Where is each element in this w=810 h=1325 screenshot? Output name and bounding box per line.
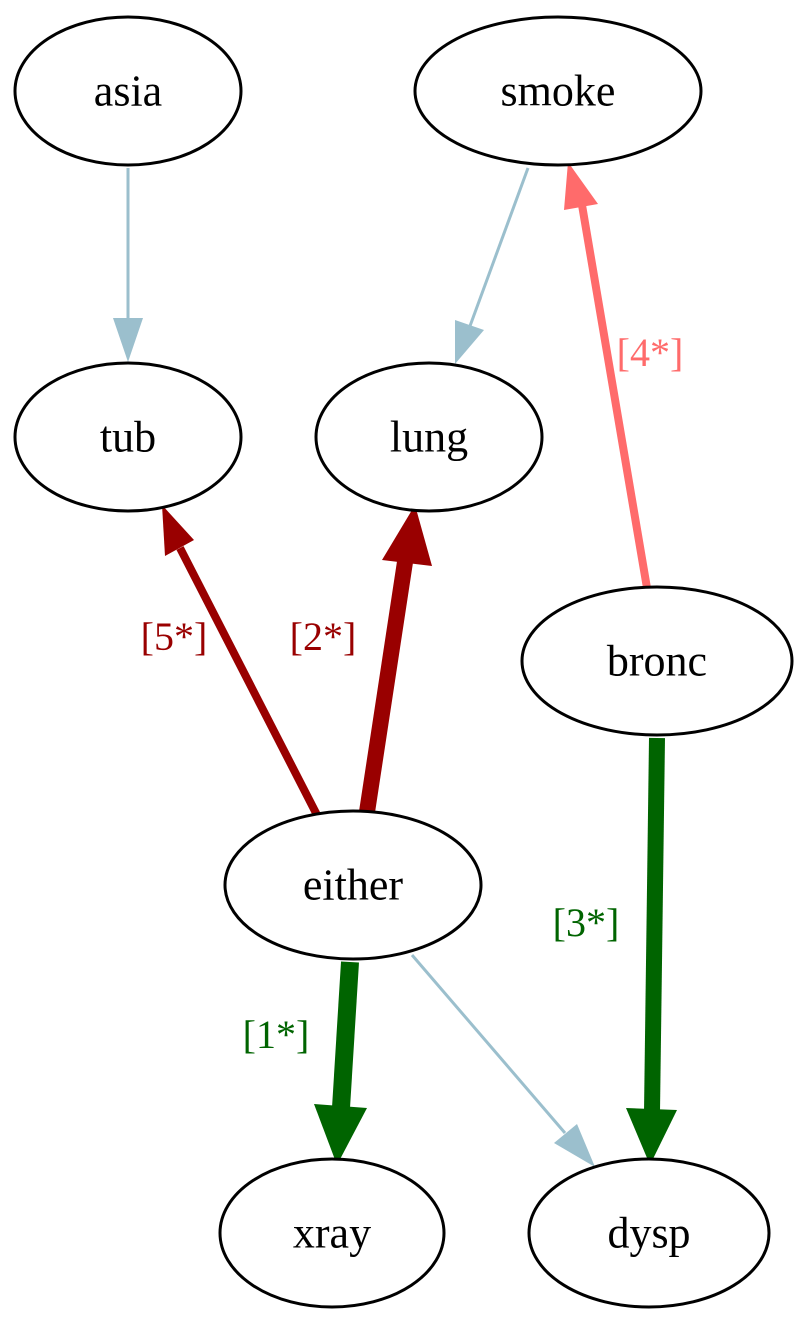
edge-either-tub-line: [176, 546, 321, 817]
node-either: either: [223, 809, 483, 961]
edge-either-lung-arrowhead: [382, 505, 432, 566]
node-asia-ellipse: [13, 15, 243, 167]
edges-layer: [4*] [5*] [2*] [3*] [1*]: [113, 162, 683, 1167]
edge-label-bronc-smoke: [4*]: [617, 330, 684, 375]
edge-either-tub-arrowhead: [162, 505, 194, 556]
node-bronc-label: bronc: [607, 637, 707, 686]
edge-smoke-lung-arrowhead: [455, 320, 484, 364]
nodes-layer: asia smoke tub lung bronc either xray d: [13, 15, 794, 1309]
edge-bronc-dysp: [3*]: [553, 737, 677, 1165]
node-tub-ellipse: [13, 361, 243, 513]
node-bronc: bronc: [520, 585, 794, 737]
node-either-label: either: [303, 861, 404, 910]
edge-either-xray: [1*]: [243, 961, 367, 1165]
node-asia: asia: [13, 15, 243, 167]
node-lung-ellipse: [314, 361, 544, 513]
node-lung-label: lung: [390, 413, 468, 462]
node-dysp-label: dysp: [607, 1209, 690, 1258]
edge-label-either-xray: [1*]: [243, 1012, 310, 1057]
node-smoke-label: smoke: [501, 67, 616, 116]
edge-either-dysp-arrowhead: [554, 1124, 595, 1167]
node-xray-ellipse: [218, 1157, 446, 1309]
node-xray-label: xray: [293, 1209, 371, 1258]
node-either-ellipse: [223, 809, 483, 961]
edge-bronc-dysp-arrowhead: [626, 1108, 677, 1165]
node-dysp-ellipse: [527, 1157, 771, 1309]
edge-bronc-smoke: [4*]: [564, 162, 684, 589]
node-dysp: dysp: [527, 1157, 771, 1309]
node-smoke-ellipse: [413, 15, 703, 167]
edge-label-either-tub: [5*]: [141, 614, 208, 659]
edge-bronc-dysp-line: [644, 737, 665, 1113]
edge-either-xray-line: [332, 961, 359, 1109]
edge-either-tub: [5*]: [141, 505, 321, 817]
node-tub-label: tub: [100, 413, 156, 462]
edge-either-xray-arrowhead: [314, 1104, 367, 1165]
edge-asia-tub: [113, 168, 143, 362]
edge-either-dysp-line: [410, 954, 567, 1134]
node-xray: xray: [218, 1157, 446, 1309]
edge-label-bronc-dysp: [3*]: [553, 900, 620, 945]
node-bronc-ellipse: [520, 585, 794, 737]
edge-asia-tub-arrowhead: [113, 318, 143, 362]
edge-label-either-lung: [2*]: [290, 614, 357, 659]
node-lung: lung: [314, 361, 544, 513]
node-smoke: smoke: [413, 15, 703, 167]
edge-smoke-lung-line: [468, 167, 530, 327]
edge-bronc-smoke-arrowhead: [564, 162, 598, 210]
node-asia-label: asia: [94, 67, 162, 116]
edge-bronc-smoke-line: [578, 204, 651, 589]
node-tub: tub: [13, 361, 243, 513]
edge-either-lung-line: [359, 560, 413, 814]
edge-either-lung: [2*]: [290, 505, 432, 814]
edge-smoke-lung: [455, 167, 530, 364]
edge-either-dysp: [410, 954, 595, 1167]
